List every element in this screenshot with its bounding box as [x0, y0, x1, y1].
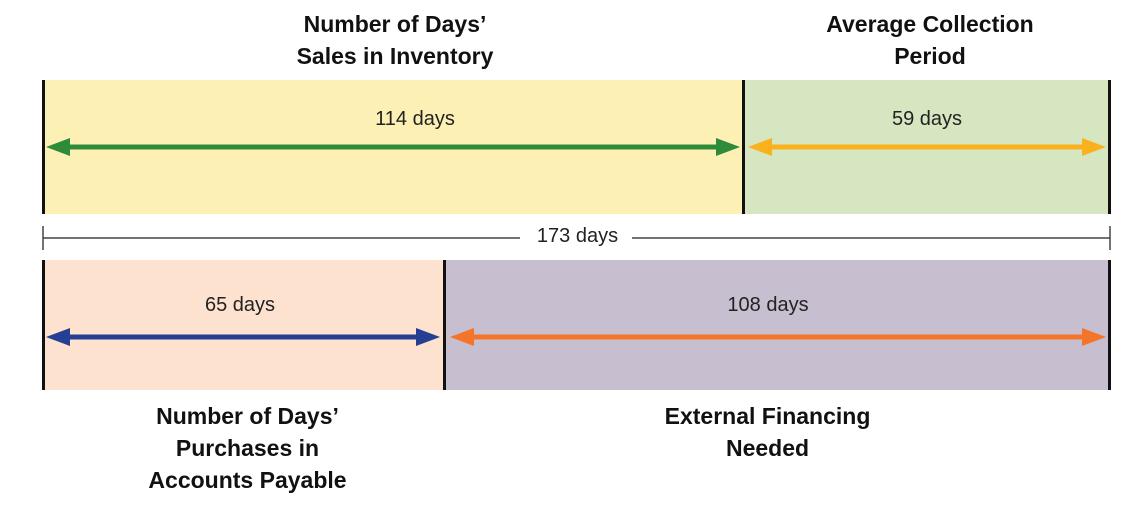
financing-heading: External Financing Needed: [615, 400, 920, 464]
inventory-heading-line-2: Sales in Inventory: [296, 43, 494, 69]
bottom-right-boundary: [1108, 260, 1111, 390]
bottom-left-boundary: [42, 260, 45, 390]
collection-heading: Average Collection Period: [770, 8, 1090, 72]
payable-arrow: [46, 328, 440, 346]
payable-heading-line-1: Number of Days’: [156, 403, 339, 429]
financing-heading-line-2: Needed: [725, 435, 810, 461]
collection-days-label: 59 days: [891, 108, 963, 130]
payable-heading: Number of Days’ Purchases in Accounts Pa…: [90, 400, 405, 496]
total-bracket: [42, 226, 1111, 250]
payable-heading-line-3: Accounts Payable: [148, 467, 347, 493]
collection-heading-line-2: Period: [894, 43, 966, 69]
collection-arrow: [748, 138, 1106, 156]
top-right-boundary: [1108, 80, 1111, 214]
bottom-middle-boundary: [443, 260, 446, 390]
top-left-boundary: [42, 80, 45, 214]
financing-heading-line-1: External Financing: [664, 403, 871, 429]
payable-panel: [44, 260, 445, 390]
collection-heading-line-1: Average Collection: [826, 11, 1034, 37]
payable-heading-line-2: Purchases in: [175, 435, 320, 461]
financing-arrow: [450, 328, 1106, 346]
financing-days-label: 108 days: [727, 294, 809, 316]
inventory-heading-line-1: Number of Days’: [303, 11, 487, 37]
top-middle-boundary: [742, 80, 745, 214]
inventory-arrow: [46, 138, 740, 156]
financing-panel: [446, 260, 1109, 390]
inventory-days-label: 114 days: [375, 108, 455, 130]
payable-days-label: 65 days: [204, 294, 276, 316]
inventory-heading: Number of Days’ Sales in Inventory: [240, 8, 550, 72]
total-days-label: 173 days: [510, 225, 645, 248]
